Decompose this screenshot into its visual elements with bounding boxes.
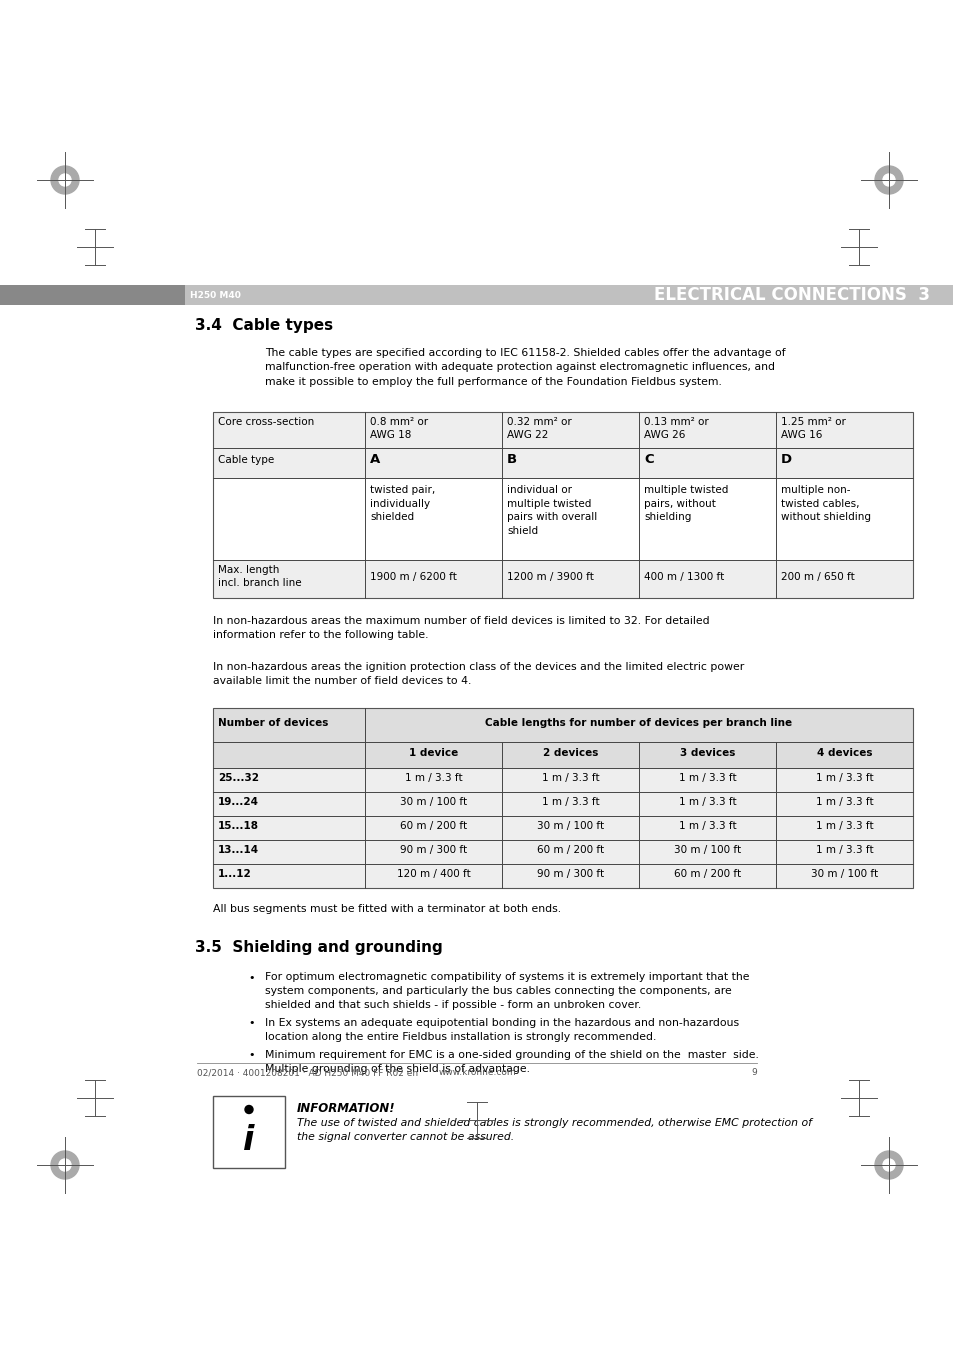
Text: i: i bbox=[243, 1123, 254, 1157]
Text: For optimum electromagnetic compatibility of systems it is extremely important t: For optimum electromagnetic compatibilit… bbox=[265, 972, 749, 1010]
Text: 3.5  Shielding and grounding: 3.5 Shielding and grounding bbox=[194, 940, 442, 954]
Text: 1 m / 3.3 ft: 1 m / 3.3 ft bbox=[678, 821, 736, 832]
Text: 60 m / 200 ft: 60 m / 200 ft bbox=[537, 845, 603, 855]
Bar bbox=[213, 707, 912, 742]
Bar bbox=[0, 285, 185, 305]
Text: 0.8 mm² or
AWG 18: 0.8 mm² or AWG 18 bbox=[370, 417, 428, 440]
Text: Core cross-section: Core cross-section bbox=[218, 417, 314, 427]
Circle shape bbox=[51, 166, 79, 194]
Circle shape bbox=[245, 1106, 253, 1114]
Text: The cable types are specified according to IEC 61158-2. Shielded cables offer th: The cable types are specified according … bbox=[265, 348, 785, 387]
Text: In non-hazardous areas the maximum number of field devices is limited to 32. For: In non-hazardous areas the maximum numbe… bbox=[213, 616, 709, 640]
Text: 30 m / 100 ft: 30 m / 100 ft bbox=[810, 869, 877, 879]
Text: 90 m / 300 ft: 90 m / 300 ft bbox=[537, 869, 603, 879]
Text: Cable type: Cable type bbox=[218, 455, 274, 464]
Text: 1 m / 3.3 ft: 1 m / 3.3 ft bbox=[541, 774, 598, 783]
Bar bbox=[213, 815, 912, 840]
Text: B: B bbox=[506, 454, 517, 466]
Text: Number of devices: Number of devices bbox=[218, 718, 328, 728]
Text: 2 devices: 2 devices bbox=[542, 748, 598, 757]
Bar bbox=[213, 560, 912, 598]
Text: 1 device: 1 device bbox=[409, 748, 457, 757]
Text: 4 devices: 4 devices bbox=[816, 748, 871, 757]
Text: All bus segments must be fitted with a terminator at both ends.: All bus segments must be fitted with a t… bbox=[213, 904, 560, 914]
Text: 0.13 mm² or
AWG 26: 0.13 mm² or AWG 26 bbox=[643, 417, 708, 440]
Bar bbox=[213, 412, 912, 598]
Text: H250 M40: H250 M40 bbox=[190, 290, 240, 300]
Text: twisted pair,
individually
shielded: twisted pair, individually shielded bbox=[370, 485, 435, 522]
Text: 60 m / 200 ft: 60 m / 200 ft bbox=[399, 821, 467, 832]
Text: 1200 m / 3900 ft: 1200 m / 3900 ft bbox=[506, 572, 594, 582]
Text: 13...14: 13...14 bbox=[218, 845, 259, 855]
Text: Minimum requirement for EMC is a one-sided grounding of the shield on the  maste: Minimum requirement for EMC is a one-sid… bbox=[265, 1049, 758, 1073]
Text: 30 m / 100 ft: 30 m / 100 ft bbox=[673, 845, 740, 855]
Text: •: • bbox=[248, 973, 254, 983]
Text: In Ex systems an adequate equipotential bonding in the hazardous and non-hazardo: In Ex systems an adequate equipotential … bbox=[265, 1018, 739, 1041]
Text: •: • bbox=[248, 1018, 254, 1029]
Text: 30 m / 100 ft: 30 m / 100 ft bbox=[537, 821, 603, 832]
Text: The use of twisted and shielded cables is strongly recommended, otherwise EMC pr: The use of twisted and shielded cables i… bbox=[296, 1118, 811, 1142]
Text: 1.25 mm² or
AWG 16: 1.25 mm² or AWG 16 bbox=[781, 417, 845, 440]
Text: multiple twisted
pairs, without
shielding: multiple twisted pairs, without shieldin… bbox=[643, 485, 727, 522]
Text: 19...24: 19...24 bbox=[218, 796, 258, 807]
Text: ELECTRICAL CONNECTIONS  3: ELECTRICAL CONNECTIONS 3 bbox=[654, 286, 929, 304]
Bar bbox=[213, 412, 912, 448]
Text: 02/2014 · 4001208201 · AD H250 M40 FF R02 en: 02/2014 · 4001208201 · AD H250 M40 FF R0… bbox=[196, 1068, 417, 1077]
Text: D: D bbox=[781, 454, 791, 466]
Text: 1 m / 3.3 ft: 1 m / 3.3 ft bbox=[815, 796, 872, 807]
Text: 15...18: 15...18 bbox=[218, 821, 258, 832]
Text: INFORMATION!: INFORMATION! bbox=[296, 1102, 395, 1115]
Text: 1 m / 3.3 ft: 1 m / 3.3 ft bbox=[815, 845, 872, 855]
Text: multiple non-
twisted cables,
without shielding: multiple non- twisted cables, without sh… bbox=[781, 485, 870, 522]
Text: individual or
multiple twisted
pairs with overall
shield: individual or multiple twisted pairs wit… bbox=[506, 485, 597, 536]
Text: 1 m / 3.3 ft: 1 m / 3.3 ft bbox=[404, 774, 462, 783]
Text: 120 m / 400 ft: 120 m / 400 ft bbox=[396, 869, 470, 879]
Circle shape bbox=[874, 1152, 902, 1179]
Circle shape bbox=[59, 174, 71, 186]
Text: 1...12: 1...12 bbox=[218, 869, 252, 879]
Text: 25...32: 25...32 bbox=[218, 774, 258, 783]
Text: 200 m / 650 ft: 200 m / 650 ft bbox=[781, 572, 854, 582]
Bar bbox=[213, 768, 912, 792]
Text: 90 m / 300 ft: 90 m / 300 ft bbox=[399, 845, 467, 855]
Text: Cable lengths for number of devices per branch line: Cable lengths for number of devices per … bbox=[485, 718, 792, 728]
Text: C: C bbox=[643, 454, 653, 466]
Bar bbox=[213, 707, 912, 888]
Text: A: A bbox=[370, 454, 380, 466]
Bar bbox=[213, 792, 912, 815]
Text: 60 m / 200 ft: 60 m / 200 ft bbox=[673, 869, 740, 879]
Text: 30 m / 100 ft: 30 m / 100 ft bbox=[399, 796, 467, 807]
Circle shape bbox=[874, 166, 902, 194]
Text: 9: 9 bbox=[750, 1068, 757, 1077]
Circle shape bbox=[882, 174, 894, 186]
Text: 1900 m / 6200 ft: 1900 m / 6200 ft bbox=[370, 572, 456, 582]
Text: 1 m / 3.3 ft: 1 m / 3.3 ft bbox=[678, 796, 736, 807]
Text: 400 m / 1300 ft: 400 m / 1300 ft bbox=[643, 572, 723, 582]
Text: 1 m / 3.3 ft: 1 m / 3.3 ft bbox=[541, 796, 598, 807]
Bar bbox=[213, 448, 912, 478]
Bar bbox=[213, 743, 912, 768]
Text: 3.4  Cable types: 3.4 Cable types bbox=[194, 319, 333, 333]
Text: •: • bbox=[248, 1050, 254, 1061]
Text: 0.32 mm² or
AWG 22: 0.32 mm² or AWG 22 bbox=[506, 417, 571, 440]
Text: Max. length
incl. branch line: Max. length incl. branch line bbox=[218, 566, 301, 589]
Bar bbox=[213, 864, 912, 888]
Text: 1 m / 3.3 ft: 1 m / 3.3 ft bbox=[815, 821, 872, 832]
Circle shape bbox=[51, 1152, 79, 1179]
Text: www.krohne.com: www.krohne.com bbox=[437, 1068, 516, 1077]
Bar bbox=[213, 840, 912, 864]
Circle shape bbox=[59, 1160, 71, 1170]
Text: 1 m / 3.3 ft: 1 m / 3.3 ft bbox=[678, 774, 736, 783]
Text: 3 devices: 3 devices bbox=[679, 748, 735, 757]
Bar bbox=[213, 1095, 285, 1168]
Circle shape bbox=[882, 1160, 894, 1170]
Text: 1 m / 3.3 ft: 1 m / 3.3 ft bbox=[815, 774, 872, 783]
Text: In non-hazardous areas the ignition protection class of the devices and the limi: In non-hazardous areas the ignition prot… bbox=[213, 662, 743, 686]
Bar bbox=[0, 285, 953, 305]
